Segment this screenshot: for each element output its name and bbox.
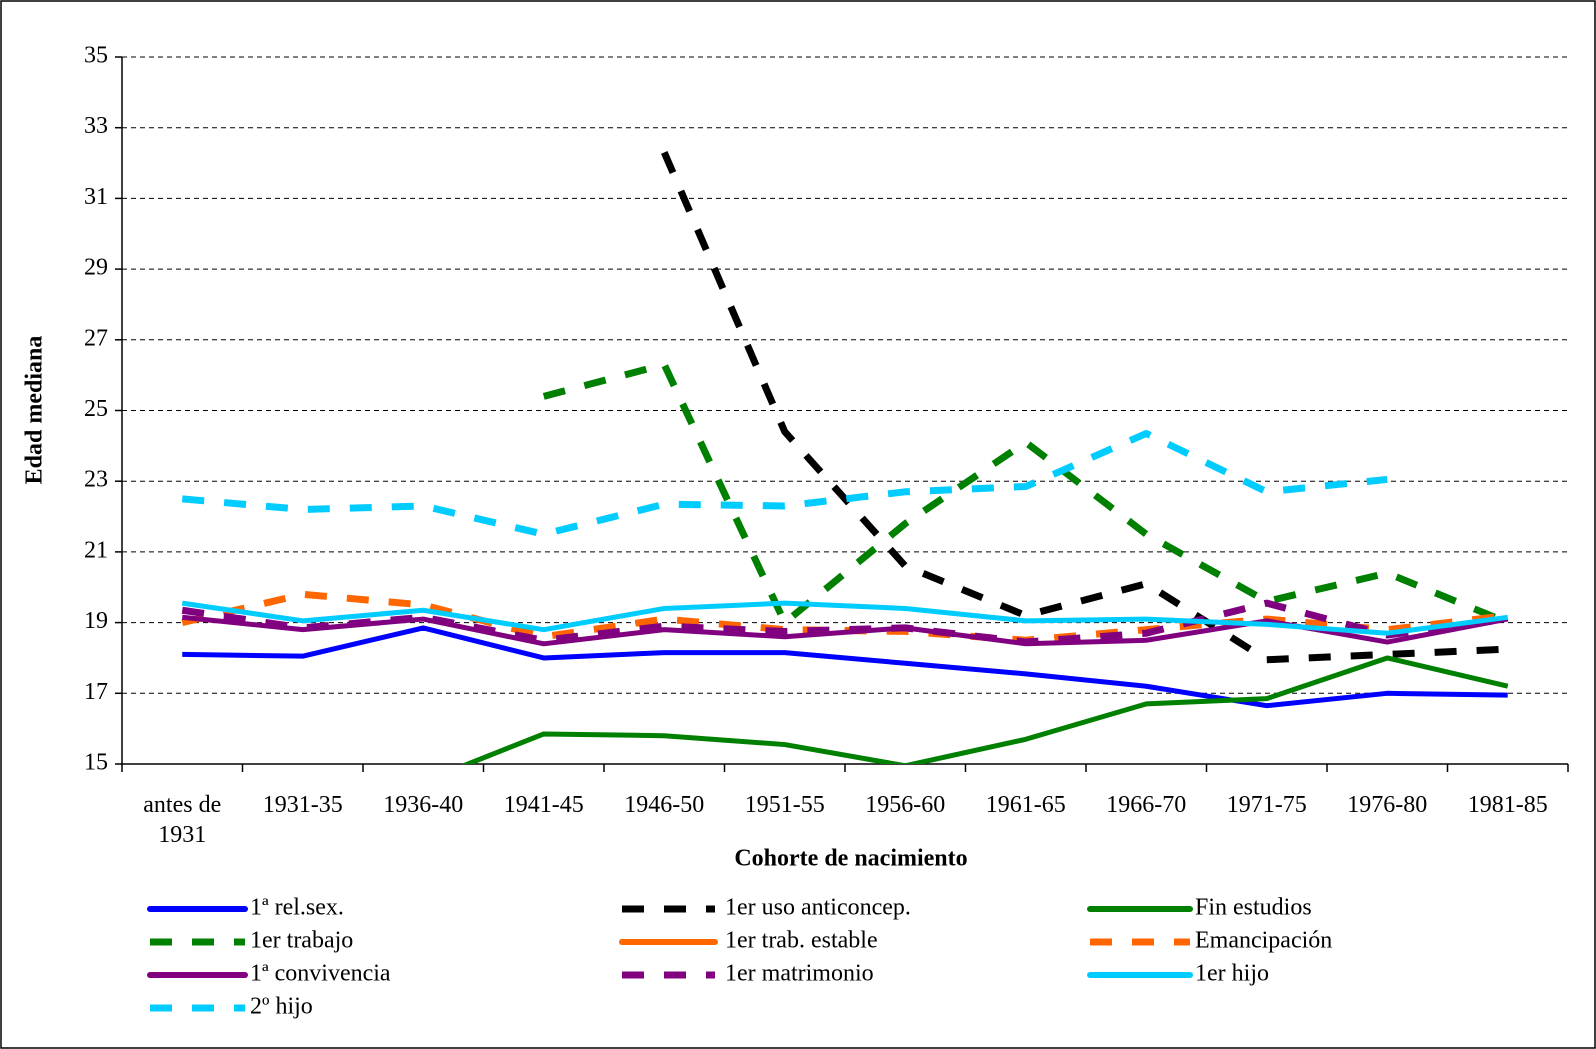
series-line <box>181 600 1509 636</box>
y-tick-label: 35 <box>84 43 108 69</box>
y-tick-label: 19 <box>84 608 108 634</box>
series-line <box>182 625 1508 709</box>
y-tick-label: 25 <box>84 396 108 422</box>
x-axis-title: Cohorte de nacimiento <box>734 846 967 872</box>
legend-label: 1er uso anticoncep. <box>725 895 911 921</box>
y-tick-label: 17 <box>84 679 108 705</box>
x-tick-label: 1976-80 <box>1347 792 1428 818</box>
x-tick-label: 1981-85 <box>1467 792 1548 818</box>
x-tick-label: 1956-60 <box>865 792 946 818</box>
x-tick-label: 1951-55 <box>744 792 825 818</box>
series-line <box>661 151 1508 664</box>
legend-label: Fin estudios <box>1195 895 1312 921</box>
series-line <box>181 599 1509 646</box>
x-tick-label: antes de 1931 <box>143 792 222 848</box>
legend-label: 2º hijo <box>250 994 313 1020</box>
series-line <box>181 429 1388 538</box>
y-tick-label: 27 <box>84 325 108 351</box>
legend-label: Emancipación <box>1195 928 1332 954</box>
legend-label: 1ª rel.sex. <box>250 895 344 921</box>
legend-label: 1er trab. estable <box>725 928 878 954</box>
y-tick-label: 21 <box>84 537 108 563</box>
series-line <box>542 361 1510 627</box>
y-axis-title: Edad mediana <box>22 336 48 485</box>
y-tick-label: 31 <box>84 184 108 210</box>
legend-label: 1er hijo <box>1195 961 1269 987</box>
x-tick-label: 1971-75 <box>1226 792 1307 818</box>
y-tick-label: 29 <box>84 255 108 281</box>
legend-label: 1ª convivencia <box>250 961 391 987</box>
y-tick-label: 15 <box>84 750 108 776</box>
y-tick-label: 33 <box>84 113 108 139</box>
x-tick-label: 1946-50 <box>624 792 705 818</box>
y-tick-label: 23 <box>84 467 108 493</box>
legend-label: 1er matrimonio <box>725 961 874 987</box>
plot-lines <box>181 151 1510 764</box>
x-tick-label: 1931-35 <box>262 792 343 818</box>
series-line <box>461 655 1509 764</box>
x-tick-label: 1941-45 <box>503 792 584 818</box>
legend-label: 1er trabajo <box>250 928 353 954</box>
x-tick-label: 1961-65 <box>985 792 1066 818</box>
x-tick-label: 1966-70 <box>1106 792 1187 818</box>
x-tick-label: 1936-40 <box>383 792 464 818</box>
